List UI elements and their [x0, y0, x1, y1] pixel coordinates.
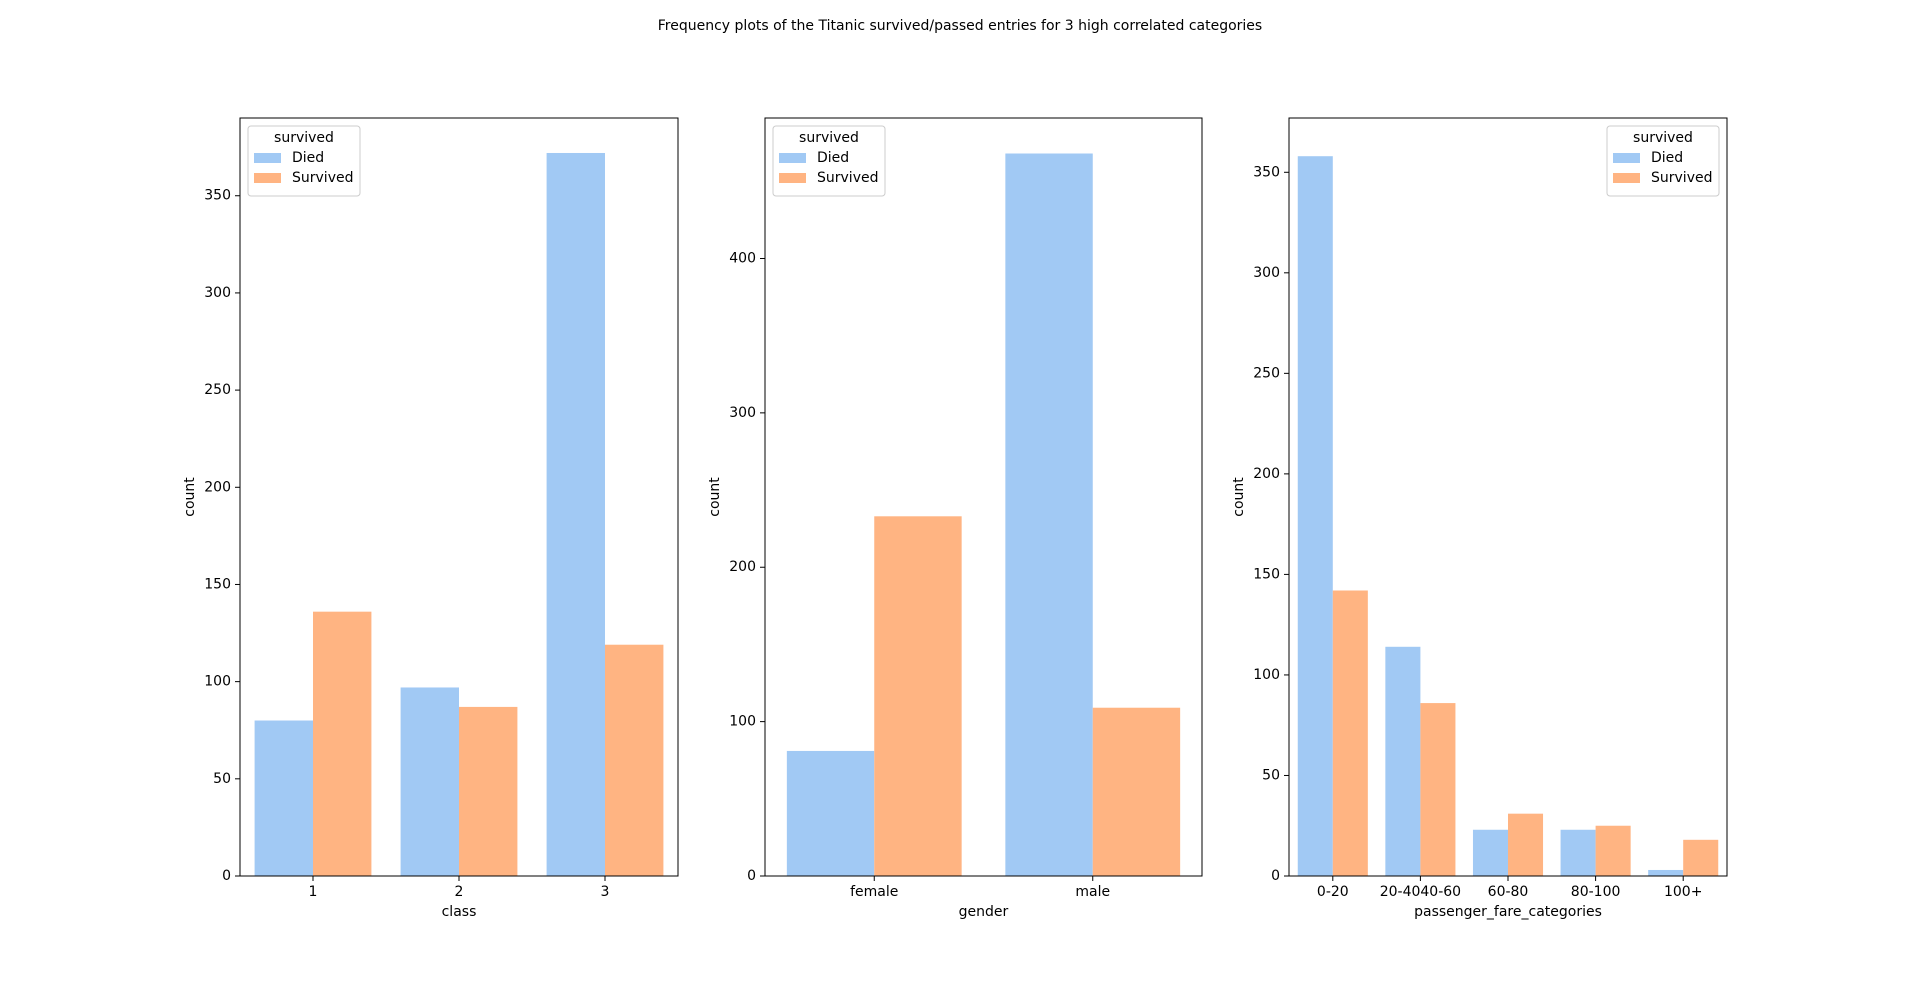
- y-axis-label: count: [1231, 477, 1247, 517]
- y-axis-label: count: [182, 477, 198, 517]
- bar: [313, 611, 372, 876]
- x-tick-label: 0-20: [1317, 884, 1349, 900]
- bar: [1472, 829, 1508, 876]
- y-tick-label: 250: [204, 382, 231, 398]
- y-tick-label: 400: [729, 250, 756, 266]
- y-tick-label: 100: [729, 714, 756, 730]
- bar: [1560, 829, 1596, 876]
- y-tick-label: 300: [1253, 265, 1280, 281]
- y-tick-label: 100: [204, 674, 231, 690]
- legend-title: survived: [274, 130, 334, 146]
- legend-label: Survived: [817, 170, 878, 186]
- bar: [400, 687, 459, 876]
- bar: [874, 516, 962, 876]
- x-tick-label: 80-100: [1571, 884, 1621, 900]
- bar: [1508, 813, 1544, 876]
- bar: [459, 706, 518, 876]
- legend-title: survived: [1633, 130, 1693, 146]
- y-tick-label: 100: [1253, 667, 1280, 683]
- bar: [546, 152, 605, 876]
- bar: [1648, 869, 1684, 876]
- axes-frame: [764, 117, 1203, 877]
- x-tick-label: 20-4040-60: [1380, 884, 1461, 900]
- axes-frame: [1288, 117, 1728, 877]
- legend-label: Died: [1651, 150, 1683, 166]
- x-tick-label: 100+: [1664, 884, 1702, 900]
- x-tick-label: 1: [309, 884, 318, 900]
- x-axis-label: passenger_fare_categories: [1414, 904, 1602, 920]
- bar: [1005, 153, 1093, 876]
- y-tick-label: 0: [222, 868, 231, 884]
- legend-label: Survived: [1651, 170, 1712, 186]
- y-tick-label: 0: [1271, 868, 1280, 884]
- legend-label: Died: [292, 150, 324, 166]
- figure-title: Frequency plots of the Titanic survived/…: [658, 18, 1262, 34]
- legend-swatch: [1613, 153, 1640, 163]
- bar: [254, 720, 313, 876]
- y-tick-label: 250: [1253, 365, 1280, 381]
- axes-frame: [239, 117, 679, 877]
- x-tick-label: 3: [601, 884, 610, 900]
- legend-label: Survived: [292, 170, 353, 186]
- legend-swatch: [1613, 173, 1640, 183]
- x-tick-label: male: [1075, 884, 1110, 900]
- bar: [1385, 646, 1421, 876]
- bar: [1595, 825, 1631, 876]
- x-axis-label: class: [442, 904, 477, 920]
- x-tick-label: female: [850, 884, 898, 900]
- legend-swatch: [254, 153, 281, 163]
- legend-swatch: [254, 173, 281, 183]
- x-tick-label: 2: [455, 884, 464, 900]
- bar: [1420, 703, 1456, 876]
- y-tick-label: 50: [213, 771, 231, 787]
- bar: [1092, 707, 1181, 876]
- y-tick-label: 350: [204, 188, 231, 204]
- y-tick-label: 300: [204, 285, 231, 301]
- bar: [786, 750, 875, 876]
- x-tick-label: 60-80: [1488, 884, 1529, 900]
- y-tick-label: 50: [1262, 767, 1280, 783]
- legend-swatch: [779, 173, 806, 183]
- bar: [1683, 839, 1719, 876]
- y-tick-label: 150: [204, 576, 231, 592]
- x-axis-label: gender: [959, 904, 1009, 920]
- bar: [605, 644, 664, 876]
- y-tick-label: 200: [204, 479, 231, 495]
- legend-title: survived: [799, 130, 859, 146]
- bar: [1332, 590, 1368, 876]
- y-tick-label: 300: [729, 405, 756, 421]
- y-tick-label: 350: [1253, 164, 1280, 180]
- y-tick-label: 150: [1253, 566, 1280, 582]
- legend-swatch: [779, 153, 806, 163]
- y-tick-label: 200: [729, 559, 756, 575]
- legend-label: Died: [817, 150, 849, 166]
- y-tick-label: 0: [747, 868, 756, 884]
- bar: [1297, 156, 1333, 876]
- y-axis-label: count: [707, 477, 723, 517]
- y-tick-label: 200: [1253, 466, 1280, 482]
